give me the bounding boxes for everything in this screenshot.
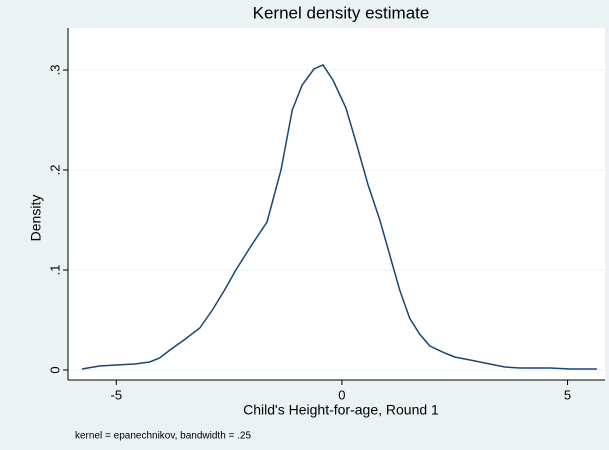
y-tick-label: .1 (47, 265, 62, 276)
plot-region (68, 28, 605, 380)
density-line (81, 64, 597, 370)
note: kernel = epanechnikov, bandwidth = .25 (75, 431, 251, 442)
y-tick-label: .2 (47, 165, 62, 176)
x-axis-title: Child's Height-for-age, Round 1 (243, 402, 439, 418)
y-tick-label: 0 (47, 366, 62, 373)
y-axis-title: Density (28, 195, 44, 242)
chart-title: Kernel density estimate (253, 3, 430, 22)
x-tick-label: 5 (564, 387, 571, 402)
x-tick-label: -5 (111, 387, 123, 402)
y-tick-label: .3 (47, 65, 62, 76)
x-tick-label: 0 (338, 387, 345, 402)
